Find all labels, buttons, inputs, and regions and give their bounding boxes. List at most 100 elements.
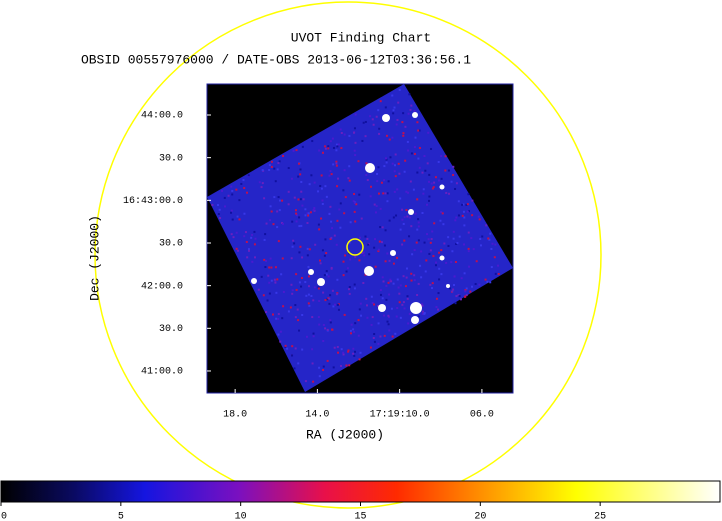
noise <box>322 291 325 294</box>
noise <box>261 182 264 185</box>
noise <box>458 235 461 238</box>
noise <box>328 297 331 300</box>
noise <box>284 345 287 348</box>
noise <box>414 212 417 215</box>
noise <box>453 284 456 287</box>
noise <box>384 106 387 109</box>
noise <box>274 281 277 284</box>
noise <box>312 208 315 211</box>
noise <box>423 155 426 158</box>
noise <box>444 155 447 158</box>
noise <box>340 132 343 135</box>
noise <box>402 275 405 278</box>
noise <box>318 323 321 326</box>
noise <box>299 173 302 176</box>
noise <box>317 287 320 290</box>
noise <box>438 251 441 254</box>
noise <box>308 183 311 186</box>
noise <box>419 264 422 267</box>
noise <box>321 199 324 202</box>
noise <box>417 239 420 242</box>
noise <box>437 292 440 295</box>
noise <box>307 302 310 305</box>
noise <box>361 251 364 254</box>
noise <box>410 272 413 275</box>
noise <box>223 205 226 208</box>
noise <box>277 333 280 336</box>
noise <box>422 192 425 195</box>
noise <box>301 145 304 148</box>
noise <box>230 209 233 212</box>
noise <box>304 214 307 217</box>
noise <box>230 211 233 214</box>
noise <box>311 140 314 143</box>
noise <box>343 313 346 316</box>
noise <box>247 174 250 177</box>
noise <box>349 221 352 224</box>
noise <box>437 179 440 182</box>
noise <box>391 335 394 338</box>
noise <box>418 129 421 132</box>
noise <box>331 137 334 140</box>
noise <box>282 154 285 157</box>
noise <box>300 285 303 288</box>
noise <box>319 262 322 265</box>
noise <box>307 293 310 296</box>
noise <box>421 310 424 313</box>
noise <box>258 181 261 184</box>
noise <box>336 303 339 306</box>
noise <box>293 367 296 370</box>
noise <box>358 358 361 361</box>
star <box>439 184 445 190</box>
noise <box>278 160 281 163</box>
star <box>317 278 325 286</box>
noise <box>478 283 481 286</box>
noise <box>379 335 382 338</box>
noise <box>353 287 356 290</box>
noise <box>385 161 388 164</box>
noise <box>406 297 409 300</box>
noise <box>311 316 314 319</box>
noise <box>428 180 431 183</box>
noise <box>406 267 409 270</box>
noise <box>347 350 350 353</box>
noise <box>331 328 334 331</box>
noise <box>322 368 325 371</box>
noise <box>366 316 369 319</box>
noise <box>217 213 220 216</box>
noise <box>329 321 332 324</box>
noise <box>344 254 347 257</box>
noise <box>343 169 346 172</box>
noise <box>295 220 298 223</box>
noise <box>399 228 402 231</box>
noise <box>427 199 430 202</box>
noise <box>371 316 374 319</box>
noise <box>388 259 391 262</box>
noise <box>353 210 356 213</box>
noise <box>305 335 308 338</box>
noise <box>470 237 473 240</box>
noise <box>373 246 376 249</box>
noise <box>244 231 247 234</box>
noise <box>231 189 234 192</box>
noise <box>383 165 386 168</box>
noise <box>395 214 398 217</box>
noise <box>410 104 413 107</box>
noise <box>408 235 411 238</box>
colorbar <box>0 480 721 503</box>
noise <box>342 353 345 356</box>
noise <box>260 275 263 278</box>
noise <box>481 235 484 238</box>
noise <box>297 319 300 322</box>
noise <box>291 292 294 295</box>
noise <box>347 349 350 352</box>
noise <box>330 236 333 239</box>
noise <box>494 243 497 246</box>
noise <box>389 278 392 281</box>
noise <box>290 257 293 260</box>
noise <box>357 319 360 322</box>
noise <box>359 351 362 354</box>
noise <box>406 215 409 218</box>
noise <box>387 314 390 317</box>
noise <box>318 149 321 152</box>
